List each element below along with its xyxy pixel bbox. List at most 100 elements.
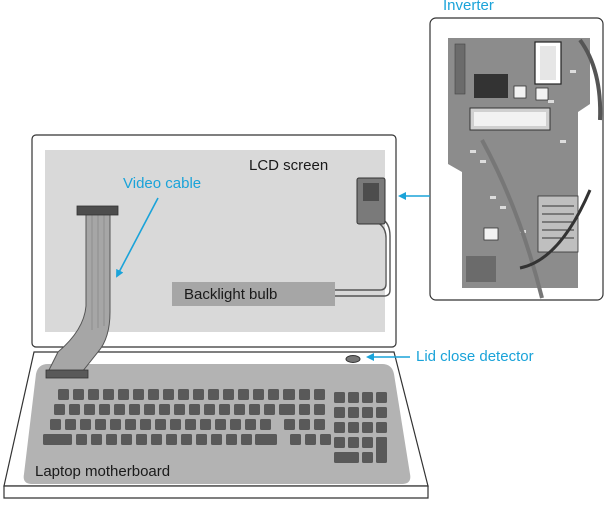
- backlight-bulb: [172, 282, 335, 306]
- key: [376, 407, 387, 418]
- key: [299, 389, 310, 400]
- key: [73, 389, 84, 400]
- inverter-board: [448, 38, 603, 299]
- video-cable-label: Video cable: [123, 175, 202, 192]
- key: [255, 434, 277, 445]
- key: [284, 419, 295, 430]
- key: [125, 419, 136, 430]
- key: [268, 389, 279, 400]
- key: [290, 434, 301, 445]
- key: [204, 404, 215, 415]
- key: [69, 404, 80, 415]
- key: [185, 419, 196, 430]
- key: [103, 389, 114, 400]
- lid-close-detector-label: Lid close detector: [416, 348, 534, 365]
- key: [106, 434, 117, 445]
- key: [348, 392, 359, 403]
- key: [91, 434, 102, 445]
- key: [174, 404, 185, 415]
- key: [334, 407, 345, 418]
- key: [376, 422, 387, 433]
- key: [54, 404, 65, 415]
- key: [163, 389, 174, 400]
- key: [140, 419, 151, 430]
- key: [43, 434, 65, 445]
- lid-close-detector: [345, 355, 361, 363]
- key: [226, 434, 237, 445]
- key: [219, 404, 230, 415]
- key: [314, 389, 325, 400]
- key: [50, 419, 61, 430]
- key: [314, 419, 325, 430]
- key: [362, 392, 373, 403]
- key: [299, 404, 310, 415]
- key: [181, 434, 192, 445]
- key: [211, 434, 222, 445]
- key: [320, 434, 331, 445]
- key: [260, 419, 271, 430]
- key: [136, 434, 147, 445]
- key: [348, 437, 359, 448]
- key: [314, 404, 325, 415]
- key: [84, 404, 95, 415]
- key: [215, 419, 226, 430]
- backlight-bulb-label: Backlight bulb: [184, 286, 278, 303]
- key: [76, 434, 87, 445]
- key: [99, 404, 110, 415]
- key: [110, 419, 121, 430]
- key: [159, 404, 170, 415]
- key: [58, 389, 69, 400]
- key: [249, 404, 260, 415]
- key: [170, 419, 181, 430]
- key: [166, 434, 177, 445]
- key: [234, 404, 245, 415]
- key: [362, 407, 373, 418]
- key: [264, 404, 275, 415]
- key: [144, 404, 155, 415]
- key: [230, 419, 241, 430]
- key: [121, 434, 132, 445]
- key: [88, 389, 99, 400]
- key: [80, 419, 91, 430]
- key: [376, 437, 387, 463]
- video-cable-arrow: [116, 197, 159, 278]
- key: [196, 434, 207, 445]
- key: [245, 419, 256, 430]
- key: [284, 404, 295, 415]
- key: [129, 404, 140, 415]
- key: [189, 404, 200, 415]
- inverter-label: Inverter: [443, 0, 494, 14]
- key: [334, 452, 359, 463]
- key: [151, 434, 162, 445]
- key: [348, 422, 359, 433]
- key: [334, 437, 345, 448]
- key: [334, 422, 345, 433]
- key: [348, 407, 359, 418]
- key: [253, 389, 264, 400]
- key: [155, 419, 166, 430]
- laptop-motherboard-label: Laptop motherboard: [35, 463, 171, 480]
- key: [208, 389, 219, 400]
- key: [241, 434, 252, 445]
- backlight-wires: [335, 217, 391, 297]
- key: [238, 389, 249, 400]
- key: [223, 389, 234, 400]
- inverter-connector: [356, 177, 386, 225]
- key: [362, 422, 373, 433]
- key: [334, 392, 345, 403]
- key: [376, 392, 387, 403]
- key: [65, 419, 76, 430]
- key: [133, 389, 144, 400]
- key: [284, 389, 295, 400]
- keyboard: [43, 389, 387, 463]
- key: [95, 419, 106, 430]
- key: [362, 437, 373, 448]
- key: [114, 404, 125, 415]
- video-cable: [45, 205, 119, 379]
- key: [305, 434, 316, 445]
- key: [148, 389, 159, 400]
- key: [193, 389, 204, 400]
- key: [118, 389, 129, 400]
- key: [299, 419, 310, 430]
